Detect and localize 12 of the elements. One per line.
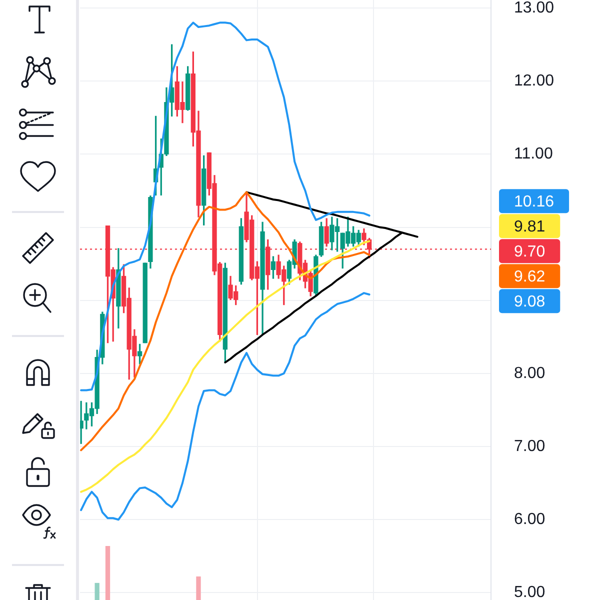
text: 10.16 bbox=[514, 194, 554, 211]
text: 9.08 bbox=[514, 294, 546, 311]
y-tick-label: 12.00 bbox=[514, 72, 554, 90]
text: 9.62 bbox=[514, 268, 546, 286]
y-tick-label: 7.00 bbox=[514, 438, 546, 455]
y-tick-label: 5.00 bbox=[514, 584, 546, 600]
y-tick-label: 13.00 bbox=[514, 0, 554, 16]
y-tick-label: 11.00 bbox=[514, 146, 553, 163]
y-tick-label: 8.00 bbox=[514, 364, 546, 382]
ref-line-label: 9.70 bbox=[514, 244, 546, 261]
y-tick-label: 6.00 bbox=[514, 511, 546, 528]
text: 9.81 bbox=[514, 218, 546, 236]
